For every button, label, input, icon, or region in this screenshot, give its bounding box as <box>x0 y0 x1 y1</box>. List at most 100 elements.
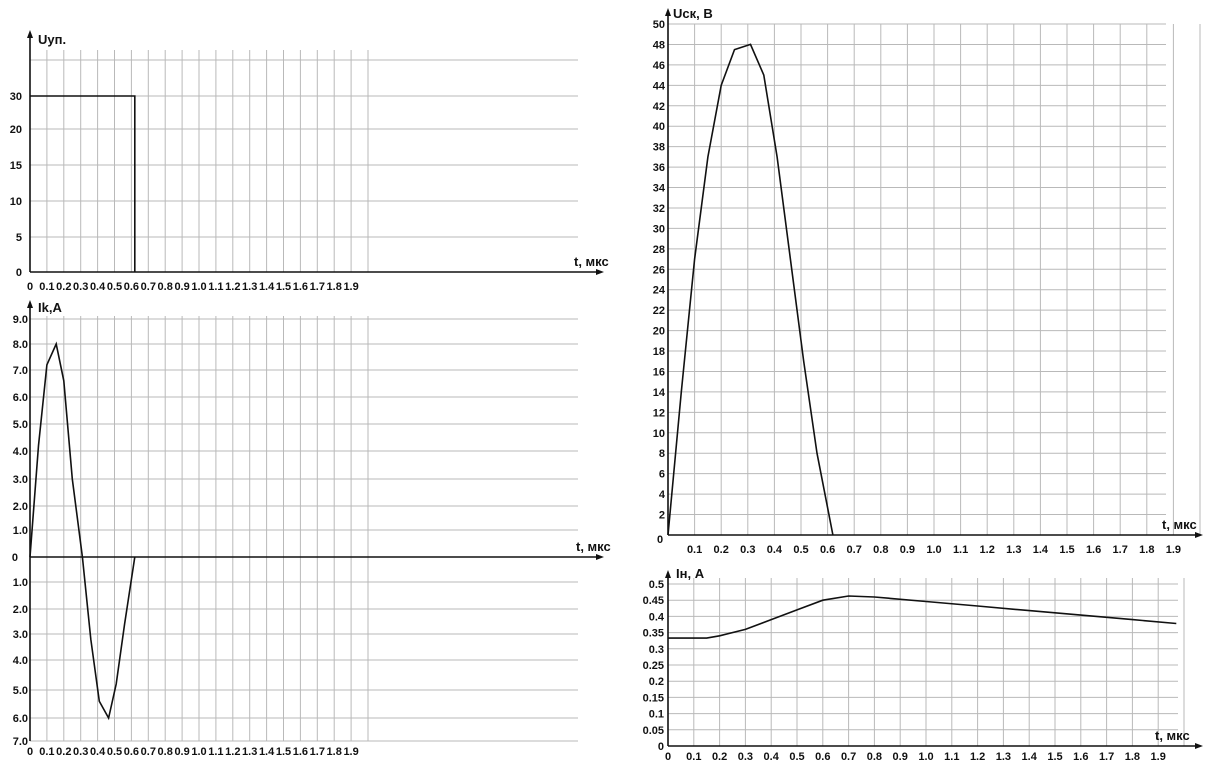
uup-x-arrow <box>596 269 604 275</box>
ik-ytick-pos: 6.0 <box>13 392 28 404</box>
uup-xtick: 0.4 <box>90 281 106 293</box>
usk-xtick: 1.7 <box>1113 544 1128 556</box>
usk-ytick: 50 <box>653 19 665 31</box>
ik-ytick-neg: 3.0 <box>13 629 28 641</box>
ik-ytick-neg: 6.0 <box>13 713 28 725</box>
uup-xtick: 0.5 <box>107 281 122 293</box>
ik-ytick-pos: 7.0 <box>13 365 28 377</box>
ik-xtick: 0.1 <box>39 746 54 758</box>
usk-ytick: 8 <box>659 448 665 460</box>
ik-xtick: 1.4 <box>259 746 275 758</box>
usk-ytick: 10 <box>653 428 665 440</box>
in-ytick: 0.45 <box>643 595 664 607</box>
uup-xtick: 0.2 <box>56 281 71 293</box>
in-ytick: 0.2 <box>649 676 664 688</box>
usk-xtick: 1.8 <box>1139 544 1154 556</box>
uup-xtick: 1.6 <box>293 281 308 293</box>
usk-xlabel: t, мкс <box>1162 517 1197 532</box>
in-xtick: 1.9 <box>1151 751 1166 763</box>
ik-ytick-pos: 9.0 <box>13 314 28 326</box>
usk-xtick: 1.6 <box>1086 544 1101 556</box>
in-ytick: 0.35 <box>643 628 664 640</box>
usk-ytick: 40 <box>653 121 665 133</box>
in-xtick: 1.0 <box>918 751 933 763</box>
uup-y-arrow <box>27 30 33 38</box>
ik-xtick: 1.5 <box>276 746 291 758</box>
usk-xtick: 1.4 <box>1033 544 1049 556</box>
in-xtick: 0.7 <box>841 751 856 763</box>
ik-xtick: 1.6 <box>293 746 308 758</box>
usk-ytick: 38 <box>653 142 665 154</box>
in-ytick: 0.15 <box>643 692 664 704</box>
usk-xtick: 1.2 <box>980 544 995 556</box>
usk-ytick: 4 <box>659 489 666 501</box>
ik-ytick-pos: 8.0 <box>13 339 28 351</box>
uup-xtick: 0.7 <box>141 281 156 293</box>
usk-ytick: 22 <box>653 305 665 317</box>
usk-xtick: 0.2 <box>714 544 729 556</box>
usk-y-arrow <box>665 8 671 16</box>
usk-ytick: 12 <box>653 407 665 419</box>
usk-ytick: 26 <box>653 264 665 276</box>
uup-ytick: 30 <box>10 91 22 103</box>
ik-xtick: 0.4 <box>90 746 106 758</box>
usk-ytick: 2 <box>659 510 665 522</box>
in-xtick: 0 <box>665 751 671 763</box>
in-xtick: 1.3 <box>996 751 1011 763</box>
uup-xlabel: t, мкс <box>574 254 609 269</box>
usk-xtick: 1.9 <box>1166 544 1181 556</box>
uup-ytick: 15 <box>10 160 22 172</box>
in-xtick: 1.7 <box>1099 751 1114 763</box>
uup-xtick: 0.8 <box>158 281 173 293</box>
ik-xtick: 0.7 <box>141 746 156 758</box>
in-ytick: 0.4 <box>649 611 665 623</box>
in-xtick: 1.8 <box>1125 751 1140 763</box>
in-ylabel: Iн, А <box>676 566 705 581</box>
usk-xtick: 0.6 <box>820 544 835 556</box>
usk-xtick: 1.3 <box>1006 544 1021 556</box>
usk-ytick: 42 <box>653 101 665 113</box>
uup-xtick: 0.1 <box>39 281 54 293</box>
uup-ylabel: Uуп. <box>38 32 66 47</box>
in-x-arrow <box>1195 743 1203 749</box>
ik-y-arrow <box>27 300 33 308</box>
ik-xtick: 1.3 <box>242 746 257 758</box>
in-xtick: 1.6 <box>1073 751 1088 763</box>
usk-ytick: 34 <box>653 183 666 195</box>
usk-ytick: 28 <box>653 244 665 256</box>
chart-ik: 1.0 2.0 3.0 4.0 5.0 6.0 7.0 8.0 9.0 1.0 2.0 3.0 4.0 5… <box>12 300 611 758</box>
ik-ytick-neg: 4.0 <box>13 655 28 667</box>
ik-ytick-neg: 1.0 <box>13 577 28 589</box>
in-ytick: 0.3 <box>649 644 664 656</box>
usk-zero-label: 0 <box>657 534 663 546</box>
ik-series-line <box>29 341 136 721</box>
usk-xtick: 1.5 <box>1059 544 1074 556</box>
in-series-line <box>668 595 1177 639</box>
in-ytick: 0.5 <box>649 579 664 591</box>
usk-ytick: 32 <box>653 203 665 215</box>
ik-xtick: 0.3 <box>73 746 88 758</box>
ik-ylabel: Ik,A <box>38 300 62 315</box>
in-xtick: 0.6 <box>815 751 830 763</box>
in-xtick: 1.4 <box>1022 751 1038 763</box>
ik-ytick-pos: 1.0 <box>13 525 28 537</box>
uup-xtick: 1.0 <box>191 281 206 293</box>
ik-xtick: 0.6 <box>124 746 139 758</box>
ik-ytick-pos: 4.0 <box>13 446 28 458</box>
in-xtick: 0.2 <box>712 751 727 763</box>
chart-in: 0 0.05 0.1 0.15 0.2 0.25 0.3 0.35 0.4 0.45 0.5 0 0.1… <box>643 566 1203 763</box>
uup-xtick: 1.9 <box>343 281 358 293</box>
uup-ytick: 20 <box>10 124 22 136</box>
ik-ytick-pos: 2.0 <box>13 501 28 513</box>
usk-ytick: 18 <box>653 346 665 358</box>
uup-xtick: 0.6 <box>124 281 139 293</box>
ik-xtick: 1.8 <box>327 746 342 758</box>
ik-ytick-pos: 5.0 <box>13 419 28 431</box>
ik-xtick: 0.2 <box>56 746 71 758</box>
ik-xtick: 0 <box>27 746 33 758</box>
ik-x-arrow <box>596 554 604 560</box>
in-ytick: 0.05 <box>643 725 664 737</box>
in-xtick: 1.1 <box>944 751 959 763</box>
